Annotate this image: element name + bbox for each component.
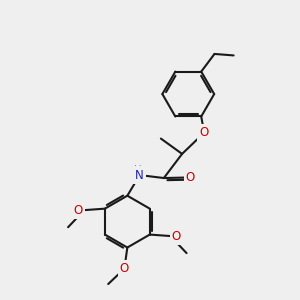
- Text: N: N: [135, 169, 144, 182]
- Text: O: O: [120, 262, 129, 275]
- Text: O: O: [186, 171, 195, 184]
- Text: O: O: [74, 204, 83, 217]
- Text: H: H: [134, 165, 142, 175]
- Text: O: O: [172, 230, 181, 242]
- Text: O: O: [200, 126, 209, 139]
